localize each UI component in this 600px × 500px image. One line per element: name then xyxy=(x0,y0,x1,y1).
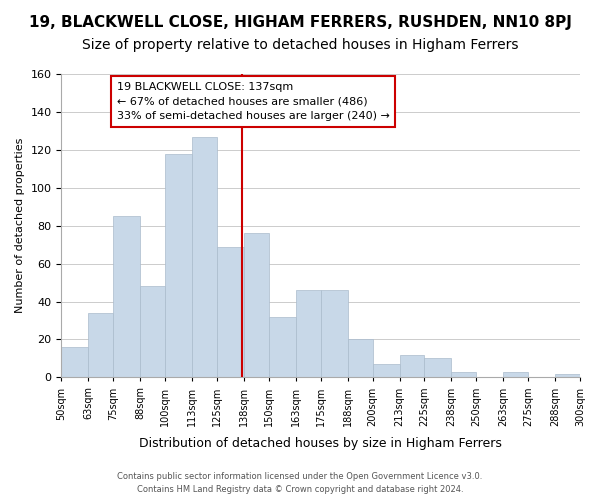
Bar xyxy=(451,372,476,378)
Bar xyxy=(269,316,296,378)
Bar xyxy=(217,246,244,378)
Bar xyxy=(373,364,400,378)
Bar xyxy=(555,374,580,378)
Bar xyxy=(503,372,528,378)
Text: 19 BLACKWELL CLOSE: 137sqm
← 67% of detached houses are smaller (486)
33% of sem: 19 BLACKWELL CLOSE: 137sqm ← 67% of deta… xyxy=(117,82,390,121)
Bar xyxy=(296,290,321,378)
Bar xyxy=(192,136,217,378)
Bar xyxy=(400,354,424,378)
Text: Size of property relative to detached houses in Higham Ferrers: Size of property relative to detached ho… xyxy=(82,38,518,52)
Y-axis label: Number of detached properties: Number of detached properties xyxy=(15,138,25,314)
X-axis label: Distribution of detached houses by size in Higham Ferrers: Distribution of detached houses by size … xyxy=(139,437,502,450)
Bar xyxy=(347,340,373,378)
Bar xyxy=(61,347,88,378)
Text: 19, BLACKWELL CLOSE, HIGHAM FERRERS, RUSHDEN, NN10 8PJ: 19, BLACKWELL CLOSE, HIGHAM FERRERS, RUS… xyxy=(29,15,571,30)
Bar xyxy=(244,234,269,378)
Bar xyxy=(88,313,113,378)
Bar xyxy=(165,154,192,378)
Bar xyxy=(140,286,165,378)
Bar xyxy=(113,216,140,378)
Bar xyxy=(424,358,451,378)
Text: Contains HM Land Registry data © Crown copyright and database right 2024.: Contains HM Land Registry data © Crown c… xyxy=(137,485,463,494)
Bar xyxy=(321,290,347,378)
Text: Contains public sector information licensed under the Open Government Licence v3: Contains public sector information licen… xyxy=(118,472,482,481)
